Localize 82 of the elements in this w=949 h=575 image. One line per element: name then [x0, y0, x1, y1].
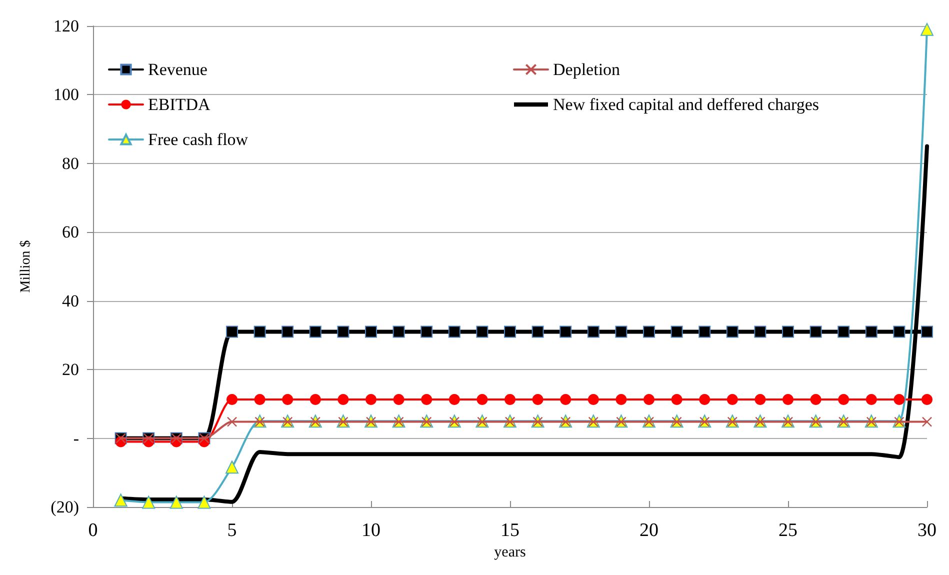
point	[310, 394, 321, 405]
point	[726, 394, 738, 405]
point	[754, 394, 766, 405]
point	[698, 326, 711, 338]
point	[532, 326, 544, 338]
point	[254, 326, 266, 338]
legend-label: Free cash flow	[148, 130, 249, 149]
point	[670, 326, 683, 338]
point	[476, 326, 488, 338]
point	[810, 394, 822, 405]
y-axis-title: Million $	[18, 240, 34, 293]
y-tick-label: 20	[62, 360, 79, 380]
point	[142, 496, 156, 509]
point	[504, 394, 516, 405]
point	[393, 394, 404, 405]
point	[392, 326, 405, 338]
point	[420, 326, 433, 338]
point	[421, 394, 432, 405]
point	[838, 326, 850, 338]
point	[338, 394, 349, 405]
y-tick-label: -	[73, 428, 80, 448]
point	[782, 394, 794, 405]
point	[560, 394, 572, 405]
point	[226, 460, 238, 474]
point	[921, 326, 933, 338]
legend-label: EBITDA	[148, 95, 212, 114]
y-tick-label: 80	[62, 154, 79, 173]
point	[282, 326, 294, 338]
x-tick-label: 0	[88, 520, 98, 541]
point	[920, 22, 934, 36]
legend-label: Revenue	[148, 60, 208, 79]
point	[254, 394, 266, 405]
point	[170, 496, 183, 509]
point	[337, 326, 350, 338]
point	[476, 394, 488, 405]
legend-label: Depletion	[553, 60, 621, 79]
x-axis-title: years	[494, 544, 526, 560]
point	[532, 394, 544, 405]
point	[588, 394, 599, 405]
point	[615, 326, 628, 338]
point	[894, 394, 905, 405]
legend-label: New fixed capital and deffered charges	[553, 95, 820, 114]
y-tick-label: 60	[62, 222, 79, 242]
y-tick-label: 100	[54, 85, 79, 104]
y-tick-label: 40	[62, 291, 79, 310]
point	[309, 326, 322, 338]
point	[699, 394, 710, 405]
point	[754, 326, 766, 338]
point	[504, 326, 516, 338]
point	[726, 326, 738, 338]
point	[643, 326, 655, 338]
x-tick-label: 10	[362, 520, 380, 541]
point	[644, 394, 654, 405]
point	[810, 326, 822, 338]
point	[616, 394, 627, 405]
x-tick-label: 25	[778, 520, 798, 541]
point	[865, 326, 878, 338]
point	[866, 394, 877, 405]
point	[922, 416, 932, 427]
x-tick-label: 20	[640, 520, 658, 541]
point	[114, 494, 128, 507]
point	[782, 326, 794, 338]
point	[560, 326, 572, 338]
point	[226, 416, 238, 427]
point	[198, 496, 211, 509]
point	[226, 394, 238, 405]
point	[922, 394, 932, 405]
point	[366, 394, 376, 405]
point	[893, 326, 906, 338]
y-tick-label: 120	[54, 16, 79, 36]
point	[226, 326, 238, 338]
point	[282, 394, 294, 405]
x-tick-label: 30	[918, 520, 936, 541]
point	[365, 326, 377, 338]
x-tick-label: 15	[500, 520, 520, 541]
y-tick-label: (20)	[50, 498, 79, 516]
point	[838, 394, 850, 405]
point	[448, 394, 460, 405]
point	[671, 394, 682, 405]
point	[587, 326, 600, 338]
point	[448, 326, 460, 338]
x-tick-label: 5	[227, 520, 237, 541]
